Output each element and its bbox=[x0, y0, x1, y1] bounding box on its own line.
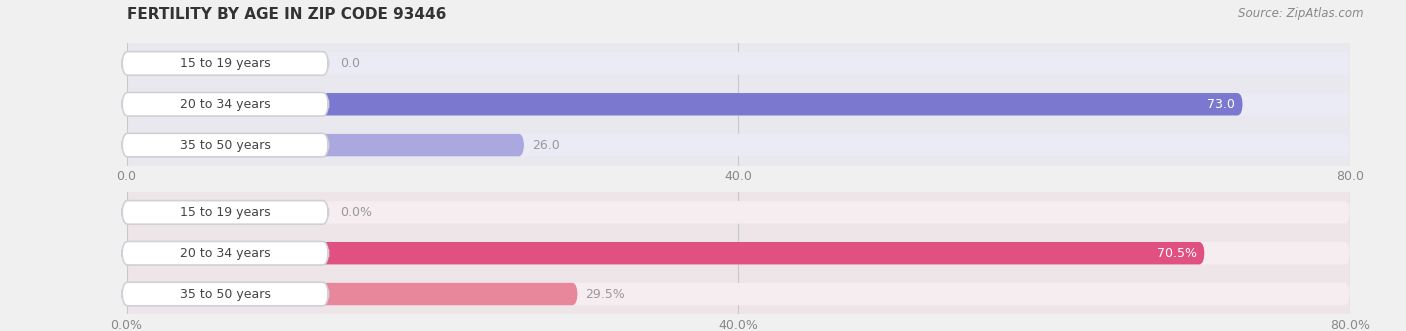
FancyBboxPatch shape bbox=[127, 242, 1350, 264]
FancyBboxPatch shape bbox=[122, 92, 329, 116]
FancyBboxPatch shape bbox=[127, 93, 1243, 116]
FancyBboxPatch shape bbox=[122, 133, 329, 157]
FancyBboxPatch shape bbox=[122, 241, 329, 265]
FancyBboxPatch shape bbox=[127, 134, 1350, 156]
Text: 70.5%: 70.5% bbox=[1157, 247, 1197, 260]
FancyBboxPatch shape bbox=[127, 93, 1350, 116]
FancyBboxPatch shape bbox=[127, 283, 1350, 305]
Text: 26.0: 26.0 bbox=[531, 139, 560, 152]
Text: 29.5%: 29.5% bbox=[585, 288, 626, 301]
FancyBboxPatch shape bbox=[127, 283, 578, 305]
Text: FERTILITY BY AGE IN ZIP CODE 93446: FERTILITY BY AGE IN ZIP CODE 93446 bbox=[127, 7, 446, 22]
FancyBboxPatch shape bbox=[127, 242, 1205, 264]
Text: Source: ZipAtlas.com: Source: ZipAtlas.com bbox=[1239, 7, 1364, 20]
Text: 0.0: 0.0 bbox=[340, 57, 360, 70]
FancyBboxPatch shape bbox=[122, 282, 329, 306]
FancyBboxPatch shape bbox=[122, 52, 329, 75]
FancyBboxPatch shape bbox=[127, 201, 1350, 224]
Text: 73.0: 73.0 bbox=[1208, 98, 1234, 111]
Text: 15 to 19 years: 15 to 19 years bbox=[180, 206, 270, 219]
Text: 0.0%: 0.0% bbox=[340, 206, 373, 219]
Text: 35 to 50 years: 35 to 50 years bbox=[180, 288, 270, 301]
Text: 35 to 50 years: 35 to 50 years bbox=[180, 139, 270, 152]
Text: 20 to 34 years: 20 to 34 years bbox=[180, 98, 270, 111]
FancyBboxPatch shape bbox=[127, 52, 1350, 75]
Text: 20 to 34 years: 20 to 34 years bbox=[180, 247, 270, 260]
Text: 15 to 19 years: 15 to 19 years bbox=[180, 57, 270, 70]
FancyBboxPatch shape bbox=[127, 134, 524, 156]
FancyBboxPatch shape bbox=[122, 201, 329, 224]
